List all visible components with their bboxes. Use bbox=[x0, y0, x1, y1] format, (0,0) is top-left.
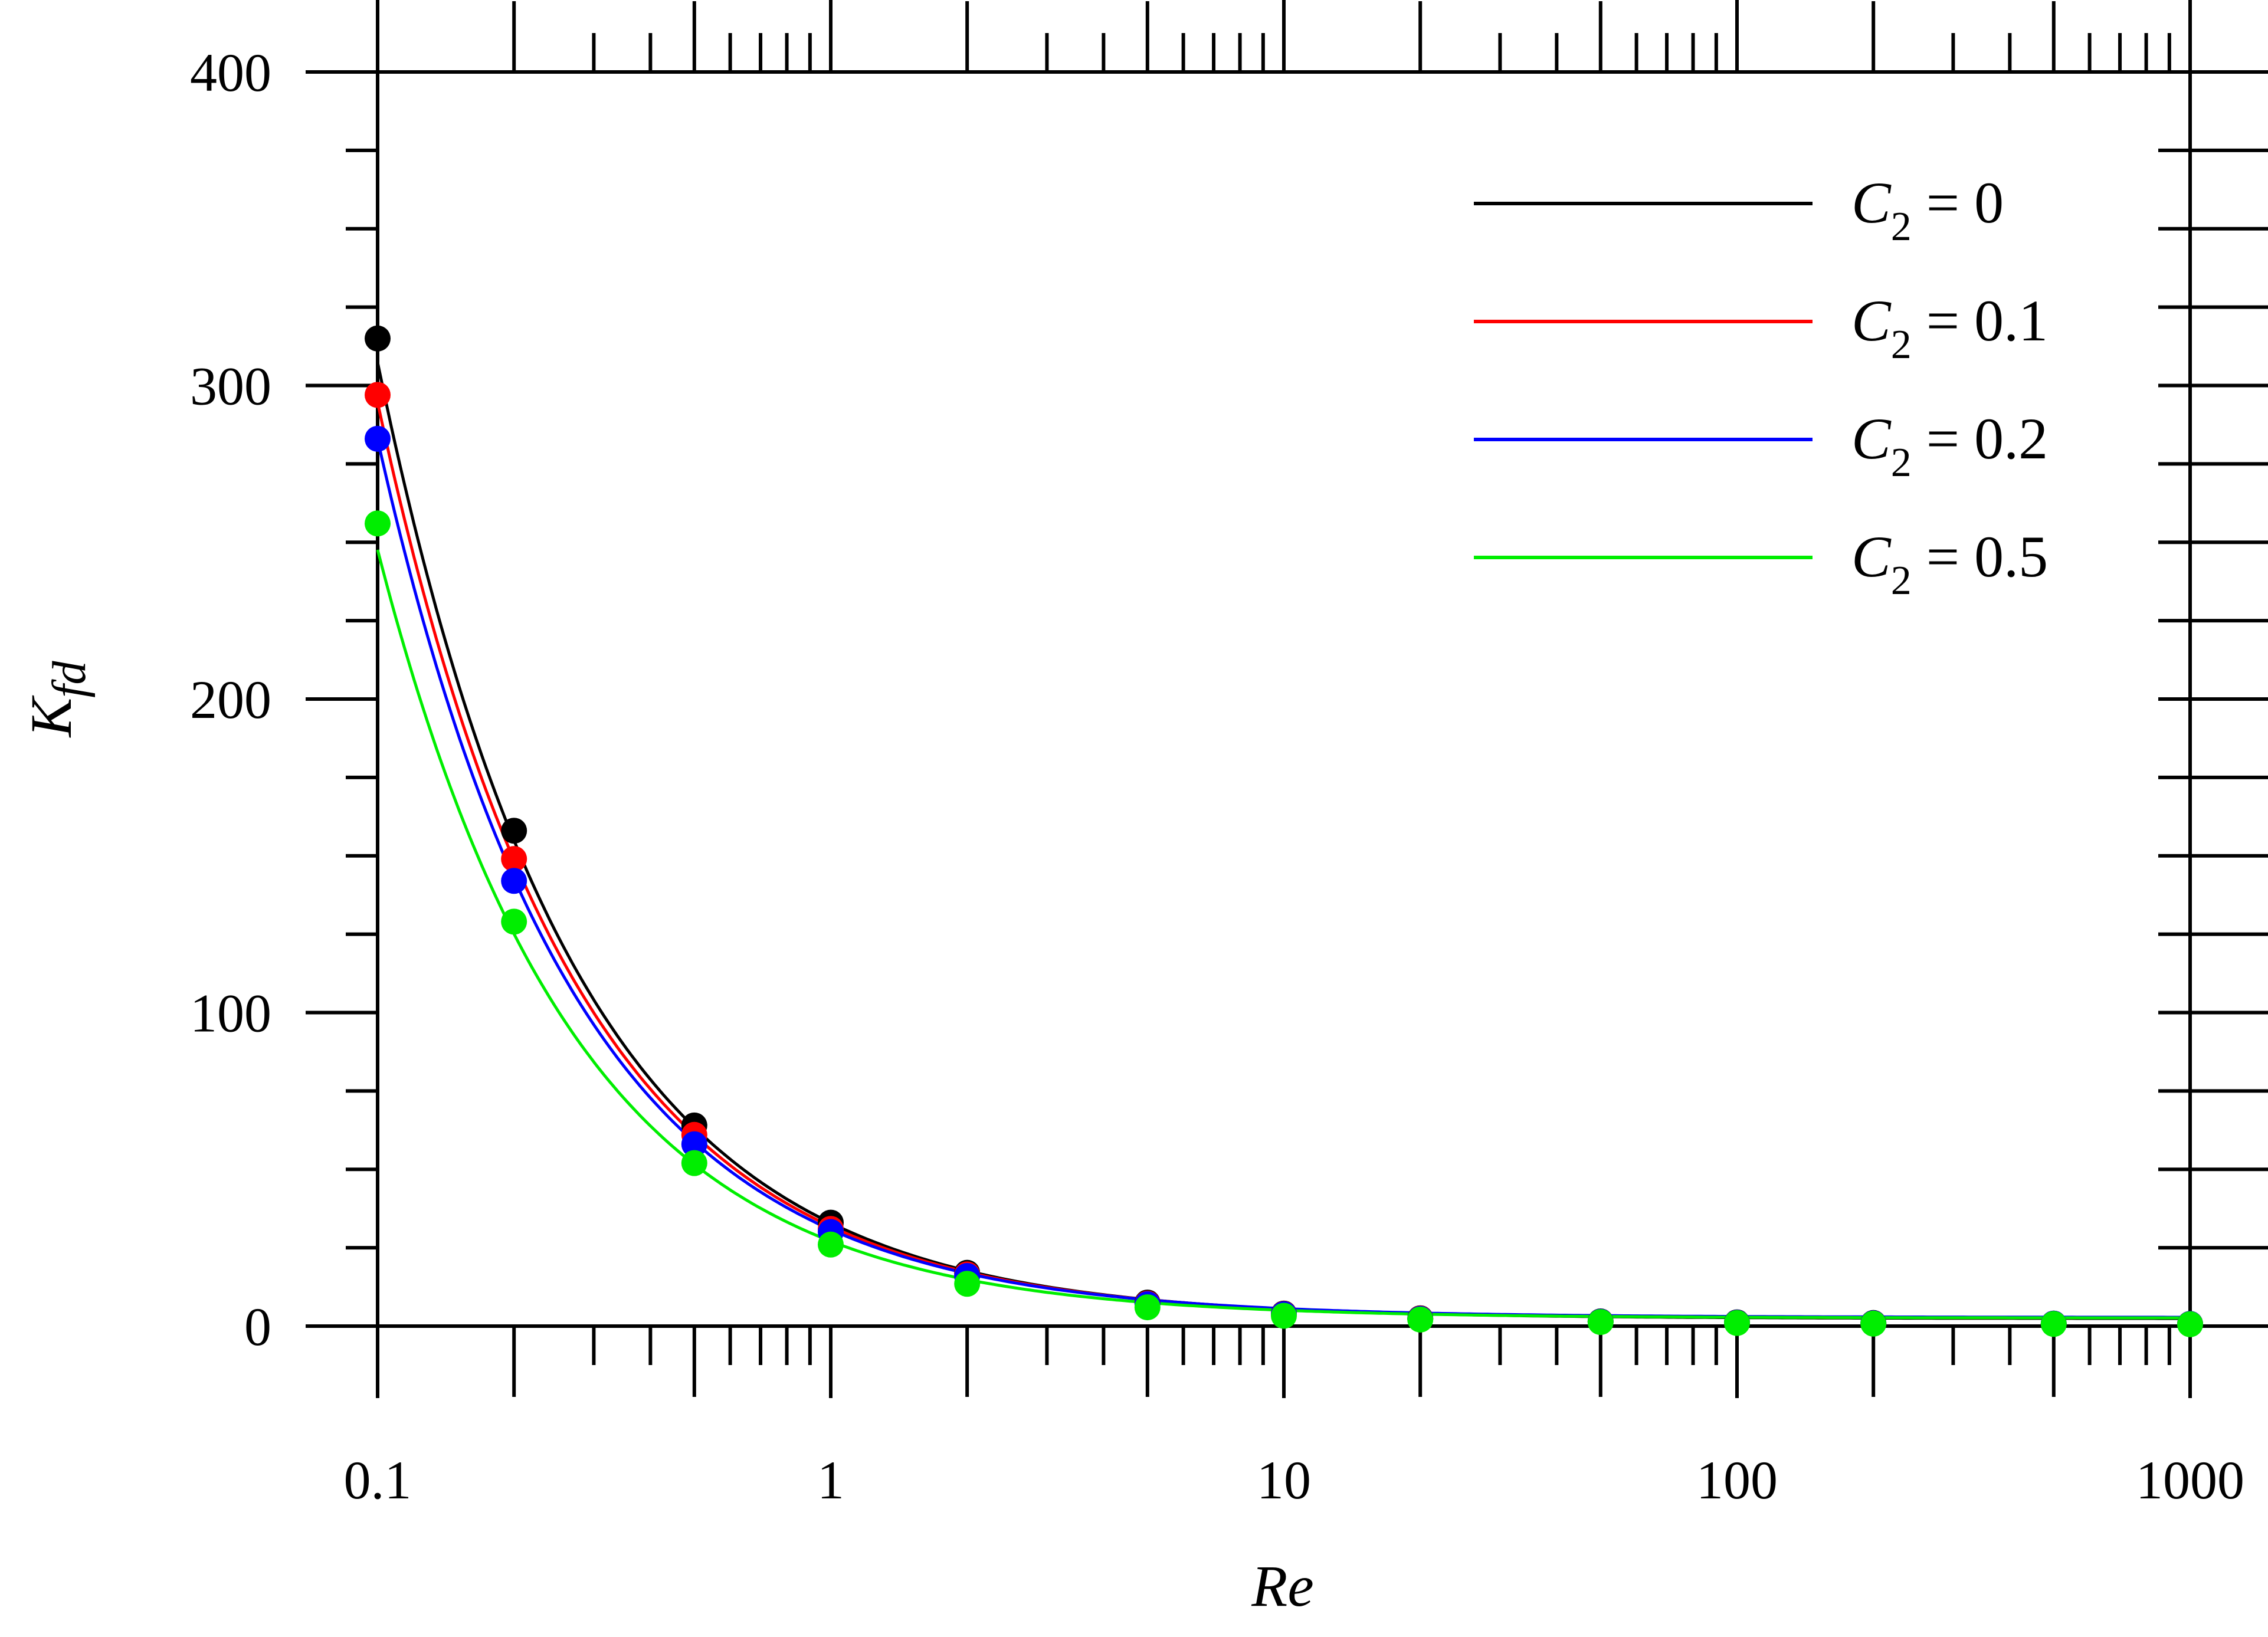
y-axis-title: Kfd bbox=[18, 661, 96, 739]
data-point-series-3 bbox=[1407, 1306, 1434, 1333]
y-tick-label: 400 bbox=[190, 42, 271, 103]
data-point-series-1 bbox=[501, 846, 527, 872]
data-point-series-3 bbox=[954, 1271, 981, 1297]
data-point-series-3 bbox=[2040, 1311, 2067, 1337]
data-point-series-2 bbox=[681, 1131, 707, 1157]
y-tick-label: 300 bbox=[190, 356, 271, 416]
legend: C2 = 0 C2 = 0.1 C2 = 0.2 C2 = 0.5 bbox=[1474, 170, 2048, 603]
x-tick-label: 100 bbox=[1696, 1450, 1778, 1510]
axes-layer bbox=[306, 0, 2268, 1398]
x-tick-label: 0.1 bbox=[344, 1450, 412, 1510]
legend-label-1: C2 = 0.1 bbox=[1851, 288, 2048, 368]
data-point-series-2 bbox=[501, 868, 527, 894]
data-point-series-3 bbox=[1860, 1310, 1887, 1337]
data-point-series-3 bbox=[1134, 1294, 1161, 1321]
y-tick-label: 0 bbox=[244, 1297, 271, 1357]
data-point-series-3 bbox=[365, 510, 391, 537]
data-point-series-1 bbox=[365, 382, 391, 408]
legend-label-3: C2 = 0.5 bbox=[1851, 524, 2048, 603]
labels-layer: 0 100 200 300 400 0.1 1 10 100 1000 Re Kfd bbox=[18, 42, 2244, 1619]
data-point-series-3 bbox=[501, 908, 527, 935]
data-point-series-3 bbox=[1587, 1309, 1614, 1336]
data-point-series-3 bbox=[681, 1150, 707, 1176]
legend-label-0: C2 = 0 bbox=[1851, 170, 2004, 250]
data-point-series-2 bbox=[365, 425, 391, 452]
data-point-series-3 bbox=[1724, 1310, 1750, 1336]
data-point-series-3 bbox=[1271, 1303, 1297, 1329]
data-point-series-0 bbox=[365, 325, 391, 352]
markers-layer bbox=[365, 325, 2203, 1337]
y-tick-label: 100 bbox=[190, 983, 271, 1044]
x-tick-label: 1 bbox=[817, 1450, 844, 1510]
data-point-series-0 bbox=[501, 818, 527, 844]
data-point-series-3 bbox=[2177, 1311, 2203, 1337]
y-tick-label: 200 bbox=[190, 670, 271, 730]
x-axis-title: Re bbox=[1251, 1553, 1313, 1619]
data-point-series-3 bbox=[818, 1231, 844, 1258]
x-tick-label: 1000 bbox=[2136, 1450, 2244, 1510]
x-tick-label: 10 bbox=[1257, 1450, 1311, 1510]
legend-label-2: C2 = 0.2 bbox=[1851, 406, 2048, 485]
